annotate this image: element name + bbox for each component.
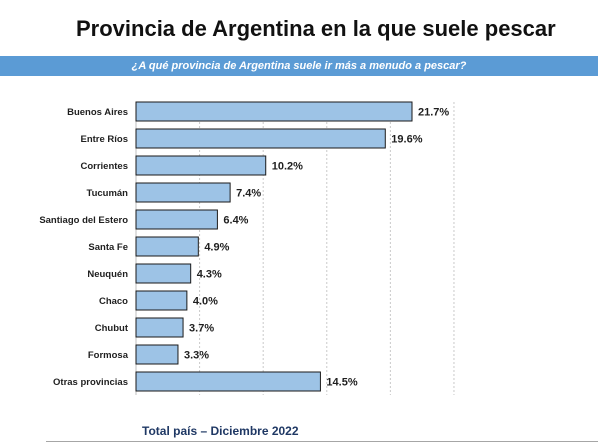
bar-chart: Buenos Aires 21.7% Entre Ríos 19.6% Corrient… <box>39 101 455 395</box>
bar <box>135 263 192 284</box>
data-label: 7.4% <box>236 188 261 200</box>
category-label: Tucumán <box>86 188 128 199</box>
bar <box>135 236 199 257</box>
category-label: Entre Ríos <box>80 134 128 145</box>
category-label: Neuquén <box>87 269 128 280</box>
category-label: Santa Fe <box>88 242 128 253</box>
bar <box>135 182 231 203</box>
category-label: Otras provincias <box>53 377 128 388</box>
bar <box>135 101 413 122</box>
category-label: Buenos Aires <box>67 107 128 118</box>
bar-layer: Buenos Aires 21.7% Entre Ríos 19.6% Corrient… <box>39 101 449 392</box>
data-label: 3.7% <box>189 323 214 335</box>
page-title: Provincia de Argentina en la que suele p… <box>76 16 556 41</box>
footer-note: Total país – Diciembre 2022 <box>142 424 299 438</box>
bar <box>135 155 267 176</box>
data-label: 4.9% <box>204 242 229 254</box>
data-label: 19.6% <box>391 134 422 146</box>
bar <box>135 290 188 311</box>
category-label: Chaco <box>99 296 128 307</box>
data-label: 14.5% <box>326 377 357 389</box>
category-label: Corrientes <box>80 161 128 172</box>
category-label: Chubut <box>95 323 129 334</box>
data-label: 10.2% <box>272 161 303 173</box>
bar <box>135 128 386 149</box>
category-label: Formosa <box>88 350 129 361</box>
bar <box>135 371 321 392</box>
data-label: 4.3% <box>197 269 222 281</box>
data-label: 3.3% <box>184 350 209 362</box>
category-label: Santiago del Estero <box>39 215 128 226</box>
data-label: 21.7% <box>418 107 449 119</box>
data-label: 4.0% <box>193 296 218 308</box>
data-label: 6.4% <box>223 215 248 227</box>
bar <box>135 344 179 365</box>
bar <box>135 317 184 338</box>
bottom-rule <box>46 441 598 442</box>
bar <box>135 209 218 230</box>
question-banner: ¿A qué provincia de Argentina suele ir m… <box>0 56 598 76</box>
